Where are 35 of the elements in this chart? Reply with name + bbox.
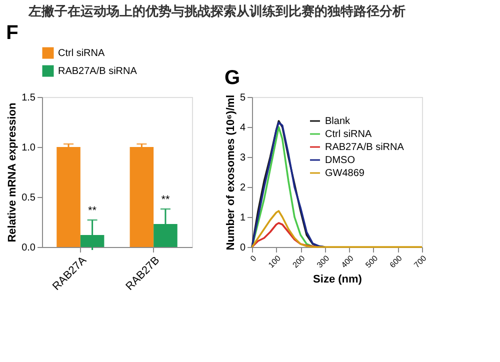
bar bbox=[56, 147, 80, 247]
y-tick-label: 1 bbox=[240, 212, 246, 224]
legend-label: Blank bbox=[325, 116, 352, 127]
x-tick-label: 300 bbox=[315, 253, 332, 270]
y-axis-title: Number of exosomes (10⁶)/ml bbox=[224, 94, 237, 250]
x-tick-label: 600 bbox=[388, 253, 404, 270]
x-axis-title: Size (nm) bbox=[313, 274, 362, 286]
annotation: ** bbox=[88, 205, 98, 217]
y-tick-label: 1.5 bbox=[22, 92, 36, 104]
legend-label: RAB27A/B siRNA bbox=[58, 66, 138, 77]
y-tick-label: 3 bbox=[240, 152, 246, 164]
y-tick-label: 0.5 bbox=[22, 192, 36, 204]
x-tick-label: 400 bbox=[339, 253, 356, 270]
annotation: ** bbox=[161, 194, 170, 206]
legend-label: Ctrl siRNA bbox=[58, 48, 105, 59]
legend-label: Ctrl siRNA bbox=[325, 129, 372, 140]
x-tick-label: 200 bbox=[290, 253, 308, 270]
x-tick-label: 0 bbox=[248, 253, 259, 264]
chart-title: F bbox=[6, 22, 18, 44]
y-axis-title: Relative mRNA expression bbox=[6, 102, 19, 242]
y-tick-label: 0.0 bbox=[22, 242, 36, 254]
text: 左撇子在运动场上的优势与挑战探索从训练到比赛的独特路径分析 bbox=[27, 4, 406, 18]
x-tick-label: 700 bbox=[412, 253, 429, 270]
legend-label: DMSO bbox=[325, 155, 356, 166]
legend-label: GW4869 bbox=[325, 168, 365, 179]
y-tick-label: 2 bbox=[240, 182, 246, 194]
x-tick-label: 100 bbox=[266, 253, 283, 270]
x-tick-label: 500 bbox=[364, 253, 380, 270]
chart-title: G bbox=[224, 67, 240, 89]
y-tick-label: 1.0 bbox=[22, 142, 36, 154]
bar bbox=[130, 147, 154, 247]
y-tick-label: 4 bbox=[240, 122, 246, 134]
y-tick-label: 5 bbox=[240, 92, 246, 104]
legend-label: RAB27A/B siRNA bbox=[325, 142, 404, 153]
y-tick-label: 0 bbox=[240, 242, 246, 254]
